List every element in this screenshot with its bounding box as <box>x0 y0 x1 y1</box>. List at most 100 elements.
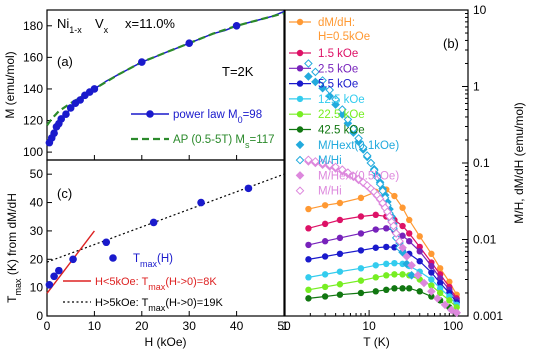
series-diamond-9 <box>413 270 423 280</box>
panel-b-ytick-label: 0.001 <box>473 309 503 323</box>
legend-tmax-rest: (H) <box>157 253 173 265</box>
series-point-3 <box>416 258 423 265</box>
legend-fit-high: H>5kOe: Tmax(H->0)=19K <box>95 297 223 313</box>
legend-b-entry-2: 2.5 kOe <box>318 63 358 75</box>
legend-ap: AP (0.5-5T) Ms=117 <box>173 134 275 150</box>
series-point-6 <box>321 293 329 300</box>
series-point-0 <box>336 199 344 207</box>
legend-b-entry-7: M/Hext(0.1kOe) <box>318 140 399 152</box>
panel-c-xtick-label: 0 <box>44 319 51 333</box>
series-diamond-10 <box>325 160 335 170</box>
series-diamond-9 <box>433 294 442 303</box>
legend-power-law: power law M0=98 <box>173 109 262 125</box>
legend-b-entry-5: 22.5 kOe <box>318 109 365 121</box>
series-point-6 <box>357 289 365 297</box>
series-point-3 <box>428 269 435 276</box>
panel-c-ylabel-rest: (K) from dM/dH <box>5 193 19 278</box>
series-diamond-9 <box>446 305 456 315</box>
series-point-5 <box>391 271 398 278</box>
series-point-2 <box>321 238 329 245</box>
tmax-point <box>45 281 54 289</box>
series-point-0 <box>406 216 413 224</box>
series-diamond-9 <box>427 287 436 296</box>
series-point-1 <box>372 211 379 219</box>
series-point-4 <box>336 268 344 275</box>
series-point-0 <box>436 265 444 272</box>
panel-b-letter: (b) <box>443 36 459 51</box>
series-point-5 <box>336 281 344 288</box>
series-point-2 <box>406 238 413 245</box>
series-point-6 <box>428 293 435 300</box>
legend-b-entry-9: M/Hext(0.5kOe) <box>318 170 399 182</box>
series-diamond-8 <box>343 115 353 124</box>
series-point-1 <box>336 216 344 224</box>
panel-c-xtick-label: 40 <box>230 319 244 333</box>
material-label-v-base: V <box>95 16 104 31</box>
legend-fit-low-b: (H->0)=8K <box>165 276 217 288</box>
legend-tmax-base: T <box>133 253 140 265</box>
legend-tmax-swatch <box>109 254 117 262</box>
series-diamond-7 <box>318 83 327 93</box>
legend-tmax: Tmax(H) <box>133 253 173 269</box>
panel-b-xtick-label: 1 <box>282 319 289 333</box>
panel-a-letter: (a) <box>57 54 73 69</box>
series-point-6 <box>336 291 344 298</box>
legend-ap-suffix: =117 <box>250 134 275 146</box>
series-point-6 <box>305 295 312 302</box>
series-point-2 <box>383 225 390 232</box>
panel-a-ytick-label: 140 <box>23 82 43 96</box>
series-diamond-8 <box>349 124 358 134</box>
panel-a-magnetization: 100 120 140 160 180 M (emu/mol) Ni1-x Vx x=11.0%… <box>3 9 285 161</box>
legend-fit-high-a: H>5kOe: T <box>95 297 149 309</box>
panel-c-xtick-label: 50 <box>277 319 291 333</box>
series-point-1 <box>357 213 365 220</box>
series-point-6 <box>399 285 406 292</box>
panel-c-xtick-label: 30 <box>183 319 197 333</box>
series-point-2 <box>436 275 444 282</box>
series-diamond-9 <box>440 300 450 310</box>
legend-power-law-swatch-dot <box>146 110 154 118</box>
series-diamond-10 <box>304 155 313 165</box>
legend-b-entry-10: M/Hi <box>318 186 342 198</box>
panel-c-ytick-label: 20 <box>30 252 44 266</box>
power-law-point <box>66 104 75 112</box>
series-point-1 <box>406 230 413 237</box>
panel-a-ytick-label: 180 <box>23 19 43 33</box>
series-diamond-9 <box>452 308 462 318</box>
series-point-2 <box>336 234 344 242</box>
panel-c-tmax: 0 10 20 30 40 50 0 10 20 30 40 50 H (kOe) Tmax (K) fr… <box>5 159 291 349</box>
legend-b-swatch-dot-4 <box>296 95 304 103</box>
panel-c-letter: (c) <box>57 186 72 201</box>
series-point-6 <box>406 285 413 292</box>
legend-b-header-swatch-dot <box>296 18 304 26</box>
panel-c-ylabel-base: T <box>5 295 19 303</box>
tmax-point <box>197 198 205 207</box>
series-diamond-9 <box>407 260 416 270</box>
legend-b-header-1: dM/dH: <box>318 17 355 29</box>
series-diamond-8 <box>362 151 372 160</box>
series-diamond-7 <box>331 100 340 109</box>
series-point-0 <box>399 204 406 211</box>
legend-b-swatch-dot-5 <box>296 111 304 118</box>
series-point-3 <box>436 279 444 287</box>
panel-b-xlabel: T (K) <box>363 335 389 349</box>
legend-fit-low-a: H<5kOe: T <box>95 276 149 288</box>
series-diamond-8 <box>366 158 376 168</box>
series-diamond-10 <box>331 162 340 172</box>
power-law-point <box>57 115 66 123</box>
panel-a-ytick-label: 160 <box>23 50 43 64</box>
composition-label: x=11.0% <box>125 16 175 31</box>
legend-b-entry-3: 5.5 kOe <box>318 79 358 91</box>
fit-high-dotted-line <box>46 173 285 263</box>
panel-b-ytick-label: 10 <box>473 3 487 17</box>
panel-c-ytick-label: 50 <box>30 167 44 181</box>
series-point-5 <box>446 297 453 304</box>
panel-c-ylabel: Tmax (K) from dM/dH <box>5 193 23 303</box>
series-point-2 <box>357 230 365 237</box>
series-diamond-8 <box>372 172 382 182</box>
panel-b-xtick-label: 100 <box>443 319 463 333</box>
series-diamond-7 <box>311 77 320 87</box>
material-label-sub1: 1-x <box>69 25 82 35</box>
legend-ap-sub: s <box>245 140 250 150</box>
series-line-3 <box>308 246 458 303</box>
